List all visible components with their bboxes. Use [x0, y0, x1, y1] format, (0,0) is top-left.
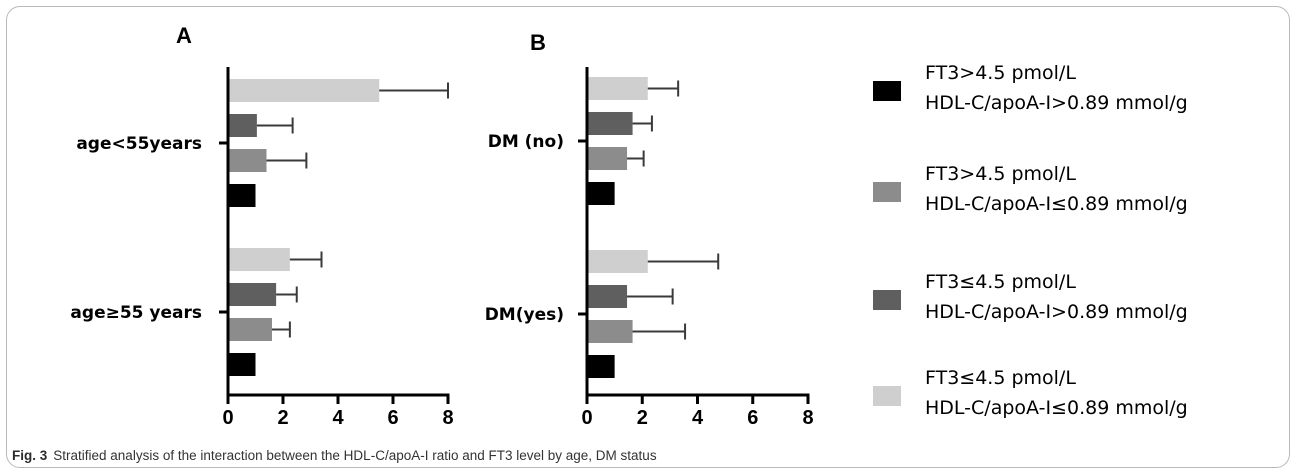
- panel-b: B 0 2 4 6 8 DM (no) DM(yes): [485, 30, 814, 429]
- x-tick-label: 6: [387, 407, 398, 429]
- bar: [229, 283, 277, 306]
- category-label: DM(yes): [485, 305, 564, 325]
- x-tick-label: 2: [277, 407, 288, 429]
- x-tick-label: 4: [692, 407, 704, 429]
- x-tick-label: 2: [637, 407, 648, 429]
- caption-text: Stratified analysis of the interaction b…: [53, 448, 657, 463]
- legend-label-line1: FT3≤4.5 pmol/L: [925, 271, 1076, 293]
- bar: [588, 147, 628, 170]
- bar: [588, 77, 648, 100]
- bar: [229, 318, 272, 341]
- bar: [229, 114, 257, 137]
- x-tick-label: 0: [222, 407, 233, 429]
- legend-label-line1: FT3≤4.5 pmol/L: [925, 367, 1076, 389]
- bar: [588, 112, 633, 135]
- legend-label-line1: FT3>4.5 pmol/L: [925, 163, 1076, 185]
- figure-caption: Fig. 3 Stratified analysis of the interac…: [12, 448, 657, 463]
- bar: [229, 353, 256, 376]
- panel-a: A 0 2 4 6 8 age<55years age≥55 years: [70, 23, 453, 429]
- legend-label-line2: HDL-C/apoA-I>0.89 mmol/g: [925, 301, 1188, 323]
- legend-swatch: [873, 182, 901, 202]
- legend-swatch: [873, 386, 901, 406]
- legend-label-line2: HDL-C/apoA-I≤0.89 mmol/g: [925, 193, 1188, 215]
- legend: FT3>4.5 pmol/L HDL-C/apoA-I>0.89 mmol/g FT…: [873, 62, 1188, 419]
- bar: [229, 149, 267, 172]
- x-tick-label: 8: [442, 407, 453, 429]
- category-label: age<55years: [76, 134, 202, 154]
- bar: [229, 248, 290, 271]
- bar: [588, 285, 628, 308]
- legend-swatch: [873, 290, 901, 310]
- x-tick-label: 4: [332, 407, 344, 429]
- x-tick-label: 6: [747, 407, 758, 429]
- panel-letter: A: [176, 23, 192, 48]
- bar: [229, 79, 380, 102]
- legend-swatch: [873, 81, 901, 101]
- bar: [588, 355, 615, 378]
- category-label: age≥55 years: [70, 303, 202, 323]
- x-tick-label: 8: [802, 407, 813, 429]
- x-tick-label: 0: [581, 407, 592, 429]
- bar: [588, 320, 633, 343]
- figure-frame: [6, 6, 1290, 468]
- category-label: DM (no): [488, 132, 564, 152]
- legend-label-line2: HDL-C/apoA-I>0.89 mmol/g: [925, 92, 1188, 114]
- bar: [588, 182, 615, 205]
- bar: [229, 184, 256, 207]
- legend-label-line1: FT3>4.5 pmol/L: [925, 62, 1076, 84]
- legend-label-line2: HDL-C/apoA-I≤0.89 mmol/g: [925, 397, 1188, 419]
- bar: [588, 250, 648, 273]
- panel-letter: B: [530, 30, 546, 55]
- caption-label: Fig. 3: [12, 448, 48, 463]
